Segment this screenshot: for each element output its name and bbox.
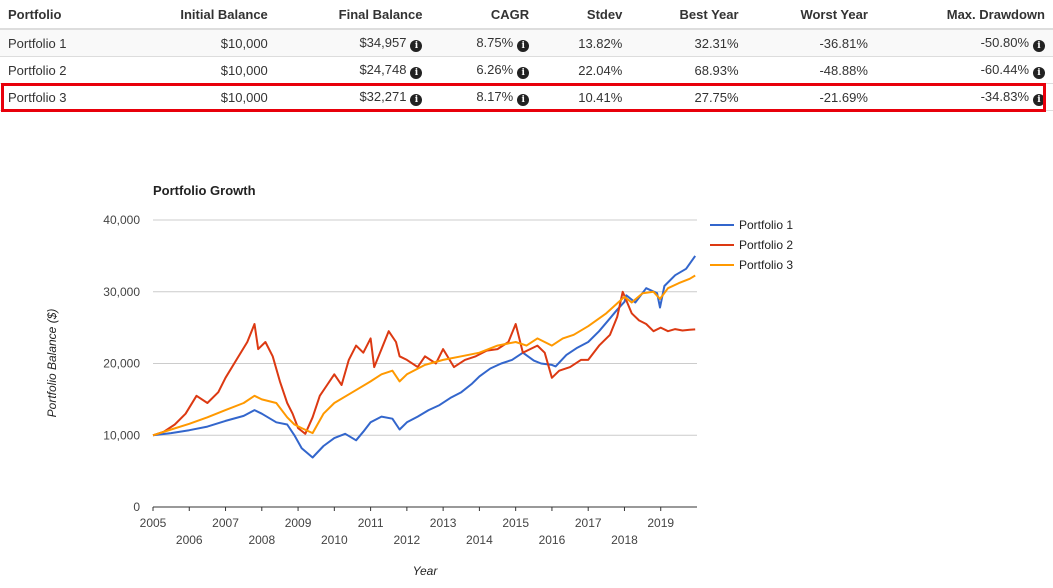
cell-worst-year: -36.81%	[746, 29, 876, 57]
col-header-initial-balance[interactable]: Initial Balance	[115, 0, 276, 30]
chart-series	[152, 255, 697, 459]
x-tick-label: 2017	[575, 516, 602, 530]
x-tick-label: 2015	[502, 516, 529, 530]
cell-cagr: 8.75% i	[430, 29, 538, 57]
cell-portfolio-name: Portfolio 1	[0, 29, 116, 57]
cell-cagr: 8.17% i	[430, 83, 538, 111]
col-header-final-balance[interactable]: Final Balance	[275, 0, 431, 30]
max-drawdown-value: -60.44%	[980, 61, 1029, 77]
series-line-portfolio-1	[152, 255, 697, 459]
y-axis-label: Portfolio Balance ($)	[45, 309, 59, 418]
cell-best-year: 27.75%	[630, 83, 747, 111]
col-header-worst-year[interactable]: Worst Year	[746, 0, 876, 30]
legend-label: Portfolio 3	[739, 258, 793, 272]
cell-initial-balance: $10,000	[115, 29, 276, 57]
x-tick-label: 2019	[647, 516, 674, 530]
table-row: Portfolio 1 $10,000 $34,957 i 8.75% i 13.8…	[0, 29, 1053, 57]
cell-portfolio-name: Portfolio 3	[0, 83, 116, 111]
x-tick-label: 2018	[611, 533, 638, 547]
y-tick-label: 20,000	[103, 357, 140, 371]
col-header-portfolio[interactable]: Portfolio	[0, 0, 116, 30]
table-row: Portfolio 3 $10,000 $32,271 i 8.17% i 10.4…	[0, 83, 1053, 111]
x-tick-label: 2007	[212, 516, 239, 530]
x-tick-label: 2016	[539, 533, 566, 547]
final-balance-value: $24,748	[359, 61, 407, 77]
info-circle-icon[interactable]: i	[410, 93, 423, 106]
cell-initial-balance: $10,000	[115, 83, 276, 111]
portfolio-growth-chart: Portfolio Growth 0 10,000 20,000 30,000 40,0…	[45, 183, 793, 578]
chart-title: Portfolio Growth	[153, 183, 256, 198]
cell-worst-year: -48.88%	[746, 56, 876, 84]
final-balance-value: $34,957	[359, 34, 407, 50]
cell-max-drawdown: -50.80% i	[875, 29, 1053, 57]
info-circle-icon[interactable]: i	[1033, 39, 1045, 52]
col-header-best-year[interactable]: Best Year	[630, 0, 747, 30]
cell-max-drawdown: -60.44% i	[875, 56, 1053, 84]
col-header-stdev[interactable]: Stdev	[537, 0, 631, 30]
col-header-cagr[interactable]: CAGR	[430, 0, 538, 30]
info-circle-icon[interactable]: i	[517, 93, 530, 106]
info-circle-icon[interactable]: i	[517, 39, 530, 52]
max-drawdown-value: -50.80%	[980, 34, 1029, 50]
cell-final-balance: $24,748 i	[275, 56, 431, 84]
y-tick-label: 30,000	[103, 285, 140, 299]
cell-stdev: 13.82%	[537, 29, 631, 57]
col-header-max-drawdown[interactable]: Max. Drawdown	[875, 0, 1053, 30]
x-tick-label: 2006	[176, 533, 203, 547]
portfolio-stats-table: Portfolio Initial Balance Final Balance …	[0, 0, 1053, 111]
cell-worst-year: -21.69%	[746, 83, 876, 111]
y-tick-label: 40,000	[103, 213, 140, 227]
chart-legend: Portfolio 1 Portfolio 2 Portfolio 3	[710, 218, 793, 272]
cell-best-year: 32.31%	[630, 29, 747, 57]
x-tick-label: 2011	[358, 516, 384, 530]
y-tick-label: 10,000	[103, 428, 140, 442]
info-circle-icon[interactable]: i	[1033, 66, 1045, 79]
x-tick-label: 2009	[285, 516, 312, 530]
y-axis-ticks: 0 10,000 20,000 30,000 40,000	[103, 213, 140, 514]
legend-label: Portfolio 2	[739, 238, 793, 252]
cell-max-drawdown: -34.83% i	[875, 83, 1053, 111]
series-line-portfolio-3	[152, 274, 696, 437]
chart-grid	[153, 219, 697, 508]
table-header-row: Portfolio Initial Balance Final Balance …	[0, 0, 1053, 30]
legend-label: Portfolio 1	[739, 218, 793, 232]
table-row: Portfolio 2 $10,000 $24,748 i 6.26% i 22.0…	[0, 56, 1053, 84]
cell-portfolio-name: Portfolio 2	[0, 56, 116, 84]
cagr-value: 6.26%	[476, 61, 514, 77]
info-circle-icon[interactable]: i	[410, 39, 423, 52]
cell-stdev: 22.04%	[537, 56, 631, 84]
x-axis-ticks: 2005 2006 2007 2008 2009 2010 2011 2012 2013 2014…	[140, 507, 674, 547]
cell-final-balance: $32,271 i	[275, 83, 431, 111]
info-circle-icon[interactable]: i	[410, 66, 423, 79]
cagr-value: 8.17%	[476, 88, 514, 104]
info-circle-icon[interactable]: i	[517, 66, 530, 79]
final-balance-value: $32,271	[359, 88, 407, 104]
x-axis-label: Year	[413, 564, 439, 578]
x-tick-label: 2010	[321, 533, 348, 547]
cell-cagr: 6.26% i	[430, 56, 538, 84]
max-drawdown-value: -34.83%	[980, 88, 1029, 104]
x-tick-label: 2013	[430, 516, 457, 530]
x-tick-label: 2005	[140, 516, 167, 530]
cell-initial-balance: $10,000	[115, 56, 276, 84]
series-line-portfolio-2	[152, 290, 696, 437]
info-circle-icon[interactable]: i	[1033, 93, 1045, 106]
cell-final-balance: $34,957 i	[275, 29, 431, 57]
x-tick-label: 2012	[394, 533, 421, 547]
x-tick-label: 2008	[248, 533, 275, 547]
y-tick-label: 0	[133, 500, 140, 514]
cell-stdev: 10.41%	[537, 83, 631, 111]
x-tick-label: 2014	[466, 533, 493, 547]
cell-best-year: 68.93%	[630, 56, 747, 84]
cagr-value: 8.75%	[476, 34, 514, 50]
